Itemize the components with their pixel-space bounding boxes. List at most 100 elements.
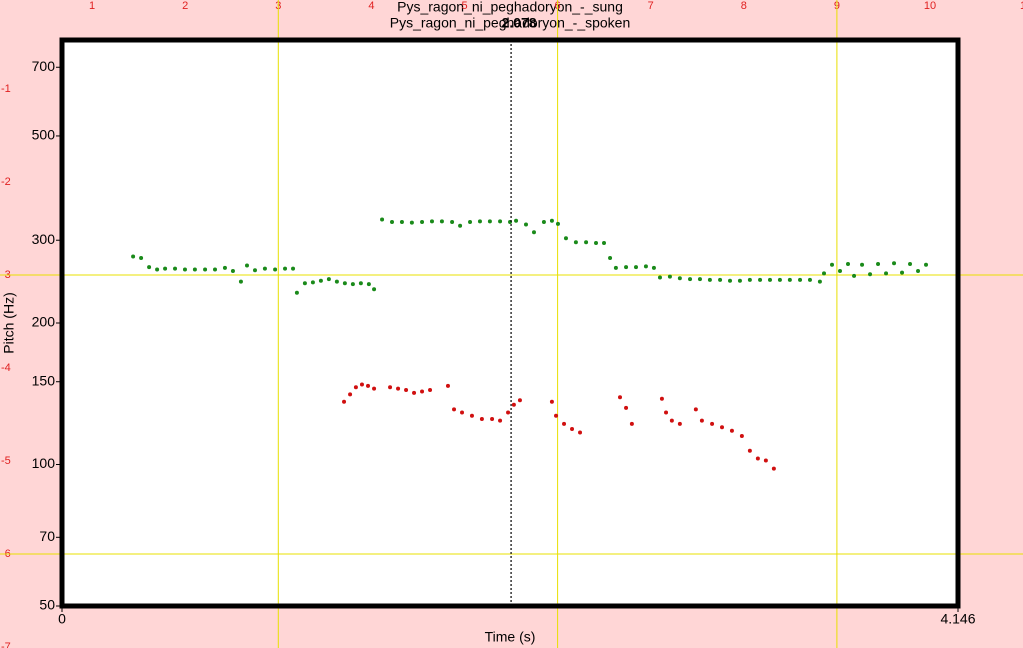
pitch-point <box>396 386 401 391</box>
pitch-point <box>412 390 417 395</box>
pitch-point <box>860 262 865 267</box>
pitch-point <box>633 265 638 270</box>
pitch-point <box>294 290 299 295</box>
pitch-point <box>429 219 434 224</box>
pitch-point <box>659 396 664 401</box>
pitch-point <box>498 418 503 423</box>
pitch-point <box>173 266 178 271</box>
pitch-point <box>584 240 589 245</box>
pitch-point <box>511 402 516 407</box>
pitch-point <box>720 425 725 430</box>
pitch-point <box>570 426 575 431</box>
pitch-point <box>699 418 704 423</box>
ruler-left-label: -2 <box>1 176 11 188</box>
pitch-point <box>667 274 672 279</box>
pitch-point <box>182 267 187 272</box>
title-sung: Pys_ragon_ni_peghadoryon_-_sung <box>397 0 623 15</box>
y-tick-label: 500 <box>32 127 56 143</box>
pitch-point <box>334 279 339 284</box>
ruler-left-label: -4 <box>1 362 11 374</box>
pitch-point <box>477 219 482 224</box>
pitch-point <box>155 267 160 272</box>
pitch-point <box>445 383 450 388</box>
pitch-point <box>602 240 607 245</box>
ruler-left-label: -1 <box>1 83 11 95</box>
pitch-point <box>845 262 850 267</box>
ruler-top-label: 10 <box>924 0 936 12</box>
pitch-point <box>273 267 278 272</box>
pitch-point <box>230 269 235 274</box>
y-tick-label: 50 <box>39 597 55 613</box>
pitch-point <box>657 275 662 280</box>
ruler-top-label: 2 <box>182 0 188 12</box>
pitch-point <box>283 266 288 271</box>
ruler-top-label: 5 <box>461 0 467 12</box>
ruler-top-label: 7 <box>648 0 654 12</box>
pitch-point <box>629 421 634 426</box>
y-tick-label: 150 <box>32 372 56 388</box>
pitch-point <box>366 383 371 388</box>
pitch-point <box>728 278 733 283</box>
pitch-point <box>739 433 744 438</box>
pitch-point <box>366 282 371 287</box>
pitch-point <box>469 413 474 418</box>
pitch-point <box>517 398 522 403</box>
x-axis-label: Time (s) <box>485 629 536 645</box>
cursor-label: 2.078 <box>502 15 537 31</box>
pitch-point <box>554 413 559 418</box>
pitch-point <box>777 277 782 282</box>
pitch-point <box>468 220 473 225</box>
pitch-point <box>147 265 152 270</box>
pitch-point <box>758 277 763 282</box>
pitch-point <box>498 219 503 224</box>
pitch-point <box>876 262 881 267</box>
y-tick-label: 100 <box>32 455 56 471</box>
y-tick-label: 70 <box>39 528 55 544</box>
y-tick-label: 200 <box>32 314 56 330</box>
pitch-point <box>677 421 682 426</box>
pitch-point <box>252 268 257 273</box>
pitch-point <box>531 230 536 235</box>
y-tick-label: 700 <box>32 58 56 74</box>
pitch-point <box>817 279 822 284</box>
pitch-point <box>404 388 409 393</box>
pitch-point <box>310 280 315 285</box>
pitch-point <box>755 456 760 461</box>
pitch-point <box>506 410 511 415</box>
pitch-point <box>302 281 307 286</box>
pitch-point <box>767 277 772 282</box>
pitch-point <box>192 267 197 272</box>
pitch-point <box>688 277 693 282</box>
pitch-point <box>807 277 812 282</box>
ruler-left-label: -7 <box>1 641 11 648</box>
pitch-point <box>618 395 623 400</box>
pitch-point <box>822 271 827 276</box>
pitch-point <box>350 282 355 287</box>
pitch-point <box>908 262 913 267</box>
pitch-point <box>697 277 702 282</box>
pitch-point <box>262 266 267 271</box>
pitch-point <box>514 218 519 223</box>
pitch-point <box>729 428 734 433</box>
pitch-point <box>523 222 528 227</box>
pitch-point <box>450 220 455 225</box>
pitch-point <box>460 410 465 415</box>
pitch-point <box>131 254 136 259</box>
pitch-point <box>892 261 897 266</box>
pitch-point <box>787 277 792 282</box>
pitch-point <box>718 277 723 282</box>
pitch-point <box>458 223 463 228</box>
pitch-point <box>487 219 492 224</box>
pitch-point <box>737 278 742 283</box>
pitch-point <box>916 269 921 274</box>
pitch-point <box>372 386 377 391</box>
pitch-point <box>573 240 578 245</box>
pitch-point <box>549 218 554 223</box>
pitch-point <box>388 385 393 390</box>
x-tick-label: 0 <box>58 611 66 627</box>
pitch-point <box>830 262 835 267</box>
pitch-point <box>852 273 857 278</box>
pitch-point <box>884 271 889 276</box>
pitch-point <box>771 466 776 471</box>
